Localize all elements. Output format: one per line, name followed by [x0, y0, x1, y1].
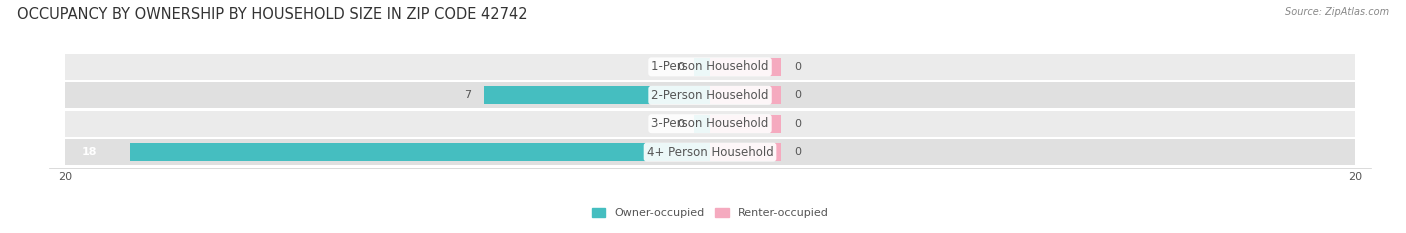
- Text: Source: ZipAtlas.com: Source: ZipAtlas.com: [1285, 7, 1389, 17]
- Legend: Owner-occupied, Renter-occupied: Owner-occupied, Renter-occupied: [588, 203, 832, 223]
- Text: 1-Person Household: 1-Person Household: [651, 60, 769, 73]
- Text: OCCUPANCY BY OWNERSHIP BY HOUSEHOLD SIZE IN ZIP CODE 42742: OCCUPANCY BY OWNERSHIP BY HOUSEHOLD SIZE…: [17, 7, 527, 22]
- Bar: [65, 111, 1355, 137]
- Text: 0: 0: [794, 119, 801, 129]
- Text: 0: 0: [794, 62, 801, 72]
- Text: 0: 0: [794, 90, 801, 100]
- Bar: [710, 86, 780, 104]
- Bar: [695, 58, 710, 76]
- Text: 0: 0: [678, 119, 685, 129]
- Text: 0: 0: [794, 147, 801, 157]
- Bar: [65, 82, 1355, 108]
- Bar: [695, 115, 710, 133]
- Bar: [710, 58, 780, 76]
- Text: 3-Person Household: 3-Person Household: [651, 117, 769, 130]
- Text: 2-Person Household: 2-Person Household: [651, 89, 769, 102]
- Text: 4+ Person Household: 4+ Person Household: [647, 146, 773, 159]
- Text: 0: 0: [678, 62, 685, 72]
- Bar: [65, 54, 1355, 80]
- Bar: [129, 143, 710, 161]
- Bar: [710, 115, 780, 133]
- Text: 7: 7: [464, 90, 471, 100]
- Bar: [710, 143, 780, 161]
- Text: 18: 18: [82, 147, 97, 157]
- Bar: [485, 86, 710, 104]
- Bar: [65, 139, 1355, 165]
